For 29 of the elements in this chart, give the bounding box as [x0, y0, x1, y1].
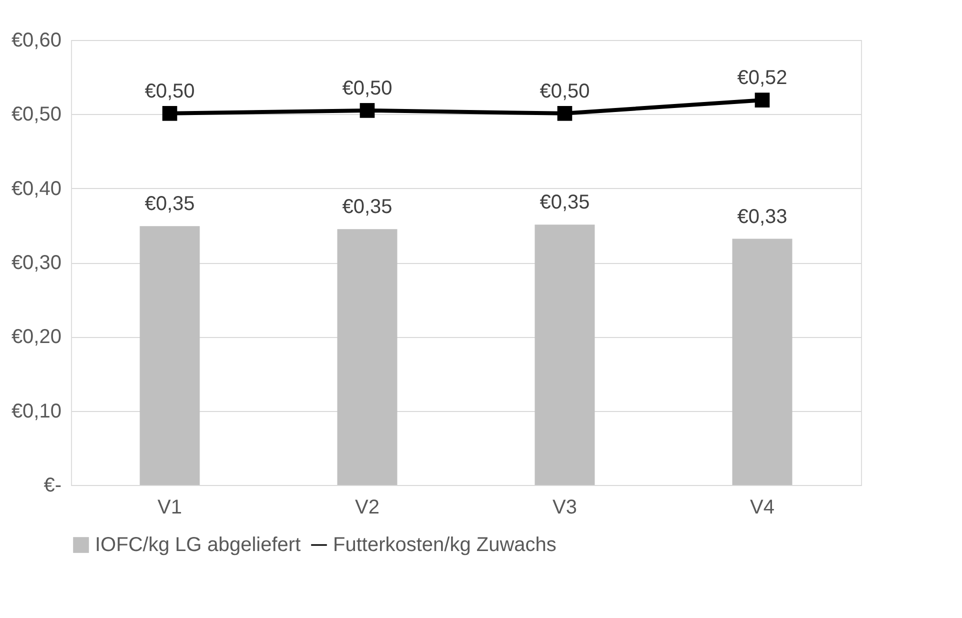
y-tick-label: €0,50	[11, 104, 62, 126]
x-tick-label: V1	[158, 496, 182, 518]
point	[360, 103, 375, 118]
data-label: €0,50	[342, 77, 392, 100]
x-tick-label: V4	[750, 496, 774, 518]
bar	[140, 226, 200, 485]
y-tick-label: €0,20	[11, 326, 62, 348]
y-tick-label: €0,30	[11, 252, 62, 274]
legend-label: Futterkosten/kg Zuwachs	[333, 534, 556, 556]
point	[754, 92, 770, 108]
bar	[337, 229, 398, 485]
data-label: €0,35	[540, 192, 590, 214]
data-label: €0,35	[342, 196, 392, 218]
y-tick-label: €0,10	[11, 400, 62, 422]
data-label: €0,50	[144, 80, 195, 102]
y-tick-label: €0,40	[11, 178, 62, 200]
data-label: €0,35	[144, 193, 195, 216]
point	[162, 106, 178, 121]
x-tick-label: V3	[552, 496, 577, 518]
bar	[732, 238, 792, 485]
y-tick-label: €-	[44, 474, 62, 496]
data-label: €0,50	[540, 80, 590, 102]
x-tick-label: V2	[355, 496, 380, 518]
point	[557, 106, 572, 121]
legend-label: IOFC/kg LG abgeliefert	[95, 534, 302, 556]
y-tick-label: €0,60	[11, 30, 62, 52]
bar	[534, 224, 595, 485]
data-label: €0,33	[737, 206, 788, 228]
data-label: €0,52	[737, 67, 788, 90]
